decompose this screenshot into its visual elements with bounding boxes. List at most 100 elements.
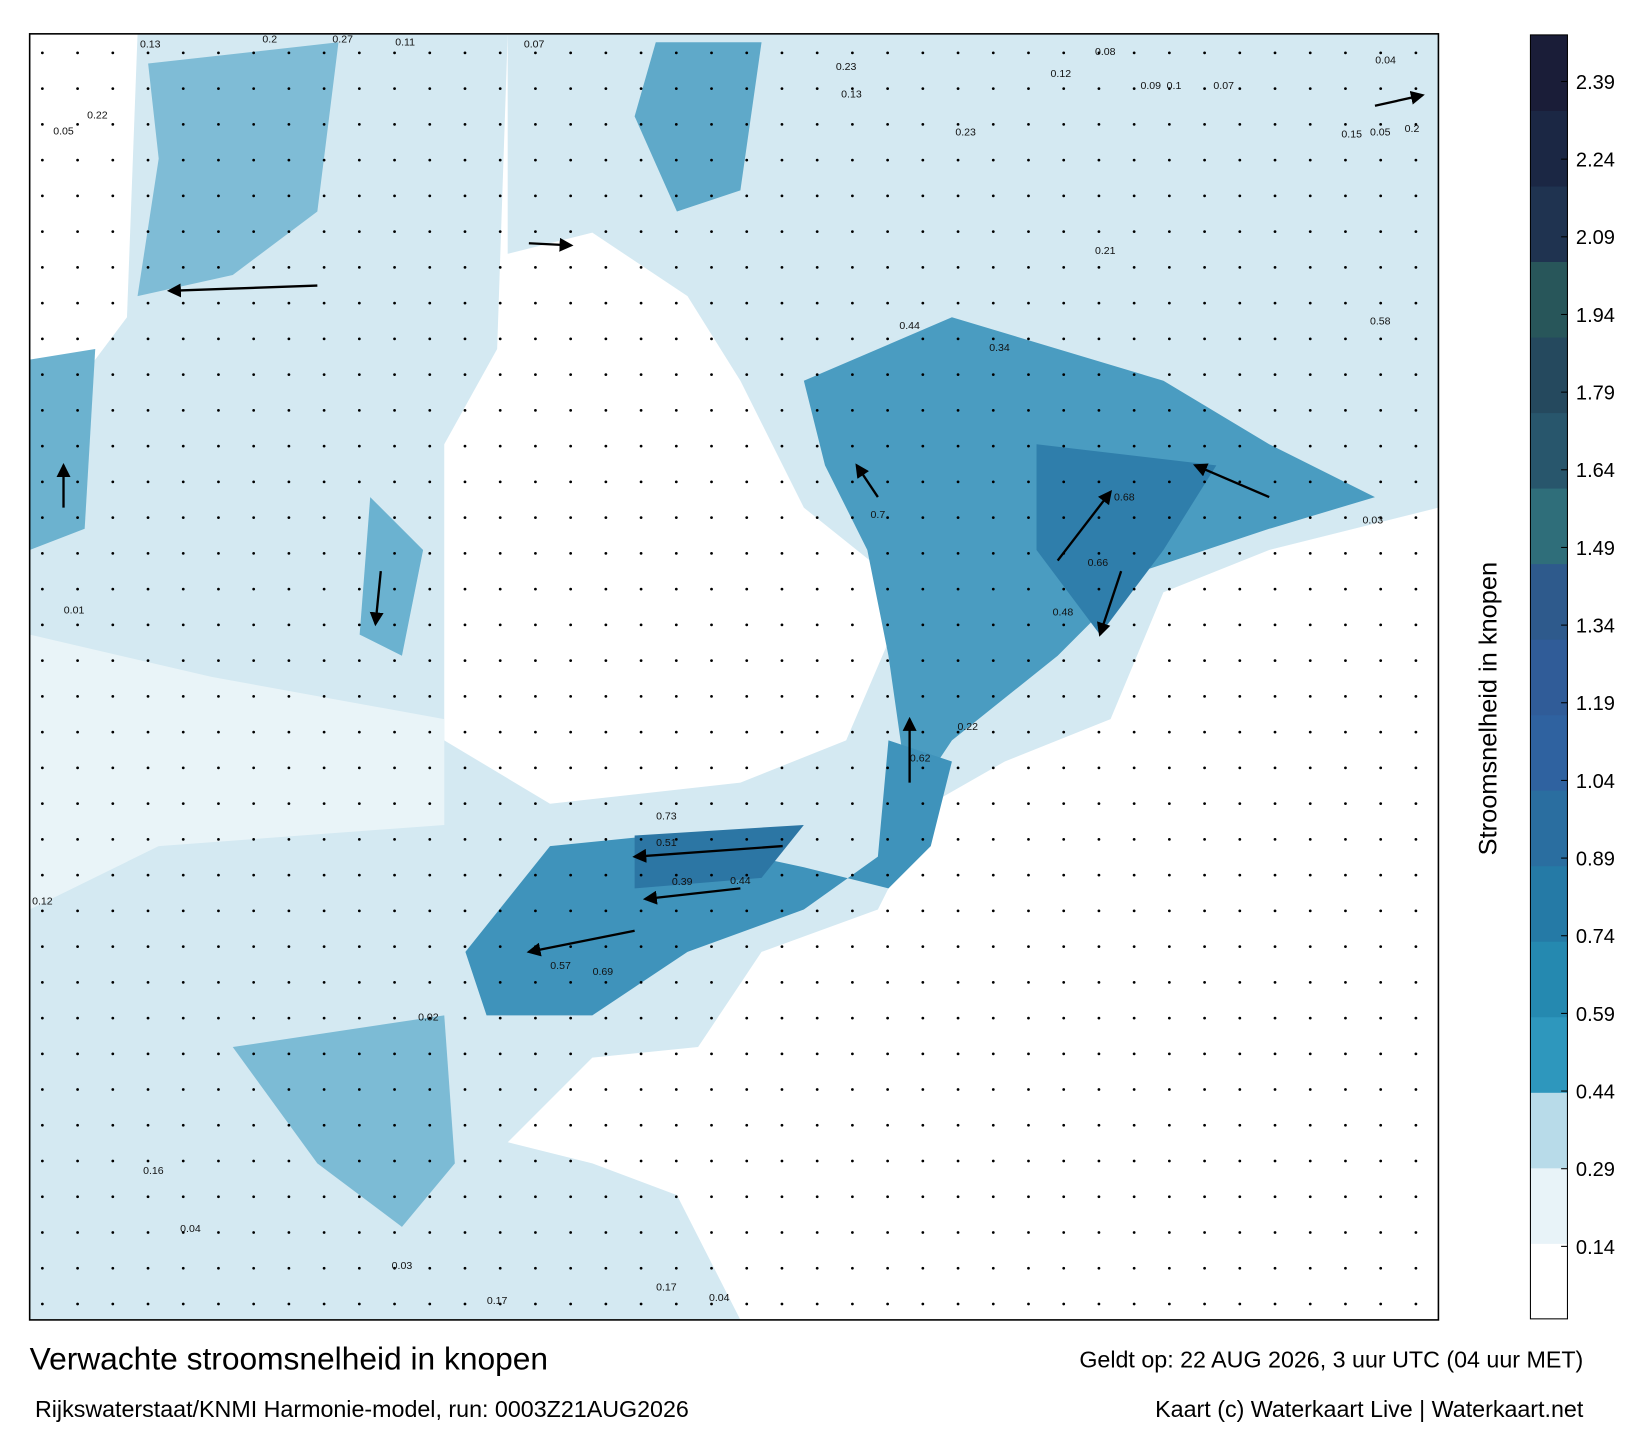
grid-dot (710, 337, 713, 341)
grid-dot (1132, 1016, 1136, 1020)
grid-dot (851, 623, 854, 627)
grid-dot (1062, 659, 1066, 662)
grid-dot (1273, 337, 1277, 341)
speed-label: 0.44 (899, 320, 920, 332)
grid-dot (569, 1231, 573, 1234)
grid-dot (534, 301, 537, 305)
grid-dot (1203, 802, 1206, 805)
grid-dot (357, 551, 361, 555)
grid-dot (745, 1016, 749, 1020)
grid-dot (146, 51, 150, 55)
grid-dot (252, 659, 256, 662)
grid-dot (1273, 230, 1277, 233)
grid-dot (322, 230, 326, 233)
grid-dot (393, 1088, 396, 1091)
grid-dot (569, 265, 573, 269)
grid-dot (851, 980, 854, 984)
grid-dot (1238, 623, 1242, 627)
grid-dot (217, 945, 220, 948)
grid-dot (1344, 945, 1347, 948)
grid-dot (991, 408, 995, 412)
grid-dot (1308, 873, 1312, 877)
grid-dot (287, 194, 291, 198)
grid-dot (815, 265, 819, 269)
colorbar-band (1530, 488, 1568, 565)
grid-dot (287, 230, 291, 233)
grid-dot (639, 444, 643, 448)
grid-dot (287, 587, 291, 591)
grid-dot (428, 837, 432, 841)
grid-dot (1062, 265, 1066, 269)
grid-dot (146, 408, 150, 412)
grid-dot (674, 337, 678, 341)
grid-dot (463, 265, 467, 269)
grid-dot (463, 551, 467, 555)
grid-dot (40, 945, 44, 948)
grid-dot (569, 694, 573, 698)
grid-dot (886, 408, 889, 412)
grid-dot (357, 623, 361, 627)
grid-dot (498, 1266, 502, 1270)
grid-dot (463, 516, 467, 519)
grid-dot (1203, 337, 1206, 341)
speed-label: 0.16 (143, 1165, 164, 1177)
grid-dot (1132, 1123, 1136, 1127)
grid-dot (498, 265, 502, 269)
grid-dot (1308, 480, 1312, 484)
grid-dot (1203, 480, 1206, 484)
grid-dot (1167, 408, 1171, 412)
grid-dot (921, 694, 925, 698)
grid-dot (745, 909, 749, 913)
grid-dot (357, 301, 361, 305)
grid-dot (322, 730, 326, 734)
grid-dot (1132, 516, 1136, 519)
grid-dot (1238, 516, 1242, 519)
grid-dot (639, 516, 643, 519)
grid-dot (569, 980, 573, 984)
grid-dot (217, 587, 220, 591)
grid-dot (217, 337, 220, 341)
grid-dot (815, 87, 819, 91)
grid-dot (1167, 623, 1171, 627)
grid-dot (851, 766, 854, 770)
grid-dot (1273, 373, 1277, 376)
grid-dot (991, 1016, 995, 1020)
speed-label: 0.7 (871, 509, 886, 521)
grid-dot (1062, 230, 1066, 233)
grid-dot (1414, 408, 1418, 412)
grid-dot (1344, 337, 1347, 341)
grid-dot (1414, 516, 1418, 519)
grid-dot (745, 337, 749, 341)
grid-dot (604, 1159, 608, 1163)
grid-dot (851, 945, 854, 948)
grid-dot (393, 802, 396, 805)
grid-dot (991, 516, 995, 519)
grid-dot (569, 766, 573, 770)
grid-dot (111, 373, 115, 376)
grid-dot (498, 408, 502, 412)
grid-dot (393, 158, 396, 162)
grid-dot (40, 802, 44, 805)
grid-dot (639, 980, 643, 984)
grid-dot (886, 516, 889, 519)
grid-dot (111, 659, 115, 662)
grid-dot (1132, 873, 1136, 877)
colorbar-band (1530, 412, 1568, 489)
grid-dot (956, 1302, 960, 1306)
grid-dot (569, 587, 573, 591)
grid-dot (1238, 730, 1242, 734)
grid-dot (604, 373, 608, 376)
grid-dot (1132, 301, 1136, 305)
grid-dot (1097, 480, 1101, 484)
grid-dot (1379, 1088, 1383, 1091)
grid-dot (428, 980, 432, 984)
grid-dot (780, 802, 784, 805)
grid-dot (1132, 1195, 1136, 1199)
grid-dot (1062, 408, 1066, 412)
grid-dot (639, 51, 643, 55)
grid-dot (217, 909, 220, 913)
grid-dot (710, 659, 713, 662)
colorbar: 0.140.290.440.590.740.891.041.191.341.49… (1530, 34, 1615, 1320)
grid-dot (287, 1052, 291, 1056)
grid-dot (287, 980, 291, 984)
